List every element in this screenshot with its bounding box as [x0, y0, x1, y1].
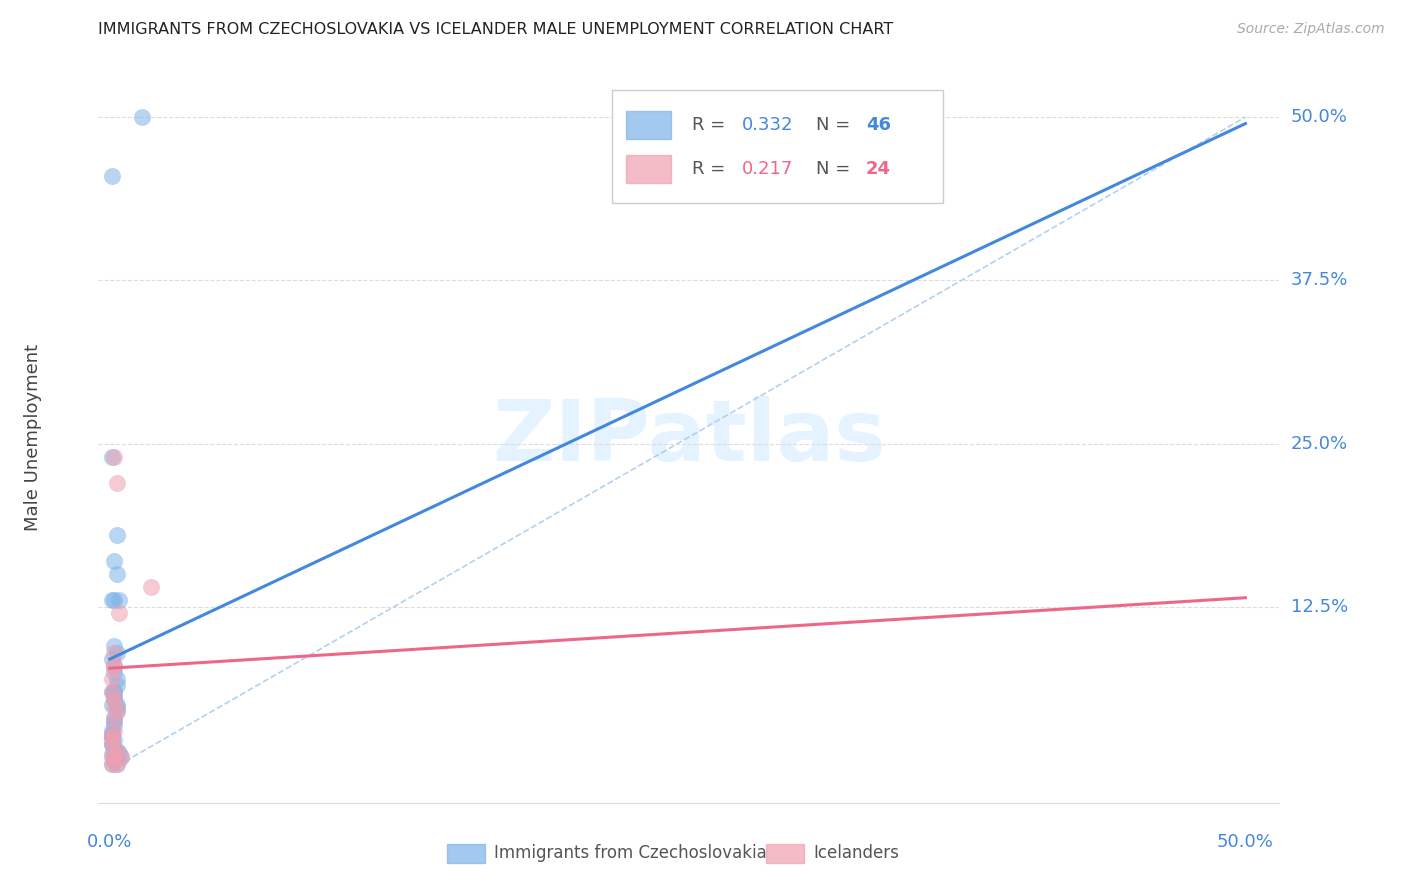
Point: [101, 756, 124, 771]
FancyBboxPatch shape: [766, 845, 803, 863]
FancyBboxPatch shape: [447, 845, 485, 863]
Point: [105, 698, 128, 712]
FancyBboxPatch shape: [626, 111, 671, 138]
Point: [101, 726, 124, 740]
Point: [103, 691, 125, 706]
Point: [101, 731, 124, 745]
Point: [105, 567, 128, 582]
Point: [105, 475, 128, 490]
Point: [101, 731, 124, 745]
Point: [105, 678, 128, 692]
Point: [101, 723, 124, 738]
Point: [103, 639, 125, 653]
FancyBboxPatch shape: [626, 154, 671, 183]
Point: [103, 711, 125, 725]
Point: [105, 705, 128, 719]
Point: [101, 750, 124, 764]
Point: [103, 691, 125, 706]
Text: Immigrants from Czechoslovakia: Immigrants from Czechoslovakia: [494, 844, 766, 863]
Point: [101, 169, 124, 183]
Point: [101, 450, 124, 464]
Point: [103, 750, 125, 764]
Text: Male Unemployment: Male Unemployment: [24, 343, 42, 531]
Point: [103, 753, 125, 767]
Point: [105, 700, 128, 714]
Point: [103, 743, 125, 757]
Point: [103, 717, 125, 731]
Point: [103, 714, 125, 728]
Text: 12.5%: 12.5%: [1291, 598, 1348, 615]
Point: [103, 685, 125, 699]
Point: [103, 711, 125, 725]
Point: [103, 698, 125, 712]
Text: 0.332: 0.332: [742, 116, 793, 134]
Point: [103, 450, 125, 464]
Point: [103, 723, 125, 738]
Text: ZIPatlas: ZIPatlas: [492, 395, 886, 479]
Point: [103, 691, 125, 706]
Point: [103, 665, 125, 680]
Text: IMMIGRANTS FROM CZECHOSLOVAKIA VS ICELANDER MALE UNEMPLOYMENT CORRELATION CHART: IMMIGRANTS FROM CZECHOSLOVAKIA VS ICELAN…: [98, 22, 894, 37]
Point: [101, 698, 124, 712]
Point: [103, 754, 125, 768]
Point: [105, 743, 128, 757]
Point: [131, 110, 153, 124]
Point: [108, 593, 131, 607]
Point: [105, 646, 128, 660]
Text: 25.0%: 25.0%: [1291, 434, 1348, 452]
Point: [105, 705, 128, 719]
Text: R =: R =: [693, 116, 731, 134]
Text: R =: R =: [693, 160, 731, 178]
Point: [103, 685, 125, 699]
Text: 0.0%: 0.0%: [87, 833, 132, 851]
Point: [103, 733, 125, 747]
Point: [108, 746, 131, 760]
Text: 46: 46: [866, 116, 891, 134]
Point: [108, 607, 131, 621]
Point: [110, 750, 132, 764]
Point: [105, 743, 128, 757]
Text: Source: ZipAtlas.com: Source: ZipAtlas.com: [1237, 22, 1385, 37]
Point: [103, 593, 125, 607]
Point: [101, 652, 124, 666]
Point: [103, 746, 125, 760]
Point: [105, 756, 128, 771]
Point: [103, 658, 125, 673]
Point: [110, 750, 132, 764]
Point: [103, 658, 125, 673]
Point: [101, 672, 124, 686]
Point: [103, 658, 125, 673]
Text: 37.5%: 37.5%: [1291, 271, 1348, 289]
Point: [105, 672, 128, 686]
Point: [101, 731, 124, 745]
Point: [105, 750, 128, 764]
Point: [101, 747, 124, 762]
Point: [103, 753, 125, 767]
Text: 24: 24: [866, 160, 891, 178]
Text: Icelanders: Icelanders: [813, 844, 898, 863]
Point: [101, 685, 124, 699]
Point: [101, 731, 124, 745]
Point: [101, 756, 124, 771]
Text: 50.0%: 50.0%: [1218, 833, 1274, 851]
Point: [101, 737, 124, 751]
Point: [101, 737, 124, 751]
FancyBboxPatch shape: [612, 90, 943, 203]
Text: 50.0%: 50.0%: [1291, 108, 1347, 126]
Point: [139, 580, 162, 594]
Text: N =: N =: [817, 160, 856, 178]
Point: [105, 528, 128, 542]
Point: [105, 756, 128, 771]
Point: [103, 554, 125, 568]
Point: [101, 737, 124, 751]
Point: [103, 646, 125, 660]
Point: [101, 685, 124, 699]
Text: 0.217: 0.217: [742, 160, 793, 178]
Point: [101, 593, 124, 607]
Text: N =: N =: [817, 116, 856, 134]
